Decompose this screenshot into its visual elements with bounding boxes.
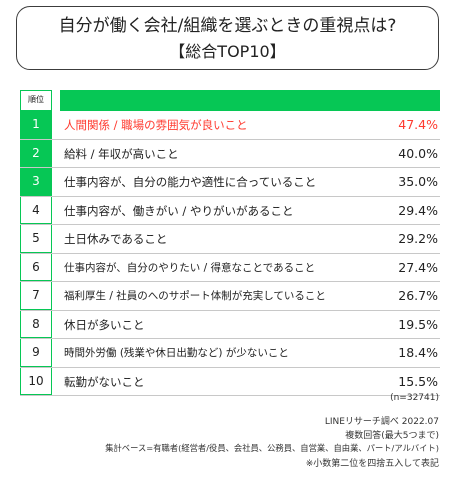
item-label: 仕事内容が、働きがい / やりがいがあること (64, 203, 294, 218)
item-value: 47.4% (398, 117, 438, 132)
header-bar (60, 90, 440, 111)
item-label: 福利厚生 / 社員のへのサポート体制が充実していること (64, 290, 326, 302)
table-row: 1 人間関係 / 職場の雰囲気が良いこと 47.4% (20, 111, 440, 140)
item-label: 時間外労働 (残業や休日出勤など) が少ないこと (64, 347, 289, 359)
item-label: 転勤がないこと (64, 374, 145, 389)
table-row: 7 福利厚生 / 社員のへのサポート体制が充実していること 26.7% (20, 282, 440, 311)
table-row: 6 仕事内容が、自分のやりたい / 得意なことであること 27.4% (20, 253, 440, 282)
table-row: 8 休日が多いこと 19.5% (20, 310, 440, 339)
table-header-row: 順位 (20, 90, 440, 111)
item-value: 40.0% (398, 145, 438, 161)
table-row: 10 転勤がないこと 15.5% (20, 367, 440, 396)
answer-type-label: 複数回答(最大5つまで) (345, 431, 439, 441)
item-value: 26.7% (398, 288, 438, 303)
rank-cell: 1 (20, 111, 52, 139)
item-value: 29.2% (398, 231, 438, 246)
source-label: LINEリサーチ調べ 2022.07 (324, 417, 439, 427)
rank-cell: 4 (20, 196, 52, 224)
item-label: 給料 / 年収が高いこと (64, 146, 179, 161)
item-value: 15.5% (398, 373, 438, 389)
chart-subtitle: 【総合TOP10】 (169, 42, 286, 61)
item-label: 土日休みであること (64, 232, 168, 246)
item-label: 休日が多いこと (64, 317, 145, 332)
base-label: 集計ベース=有職者(経営者/役員、会社員、公務員、自営業、自由業、パート/アルバ… (105, 443, 439, 453)
item-label: 人間関係 / 職場の雰囲気が良いこと (64, 118, 248, 132)
rank-cell: 10 (20, 367, 52, 395)
rank-cell: 6 (20, 253, 52, 281)
rank-cell: 7 (20, 282, 52, 310)
item-label: 仕事内容が、自分の能力や適性に合っていること (64, 175, 317, 189)
rank-column-header: 順位 (20, 90, 52, 111)
note-label: ※小数第二位を四捨五入して表記 (305, 459, 439, 469)
table-row: 3 仕事内容が、自分の能力や適性に合っていること 35.0% (20, 168, 440, 197)
item-value: 18.4% (398, 345, 438, 360)
item-value: 29.4% (398, 202, 438, 218)
rank-cell: 5 (20, 225, 52, 253)
title-box: 自分が働く会社/組織を選ぶときの重視点は? 【総合TOP10】 (16, 6, 439, 70)
item-label: 仕事内容が、自分のやりたい / 得意なことであること (64, 261, 316, 274)
table-row: 9 時間外労働 (残業や休日出勤など) が少ないこと 18.4% (20, 339, 440, 368)
item-value: 35.0% (398, 174, 438, 189)
rank-cell: 3 (20, 168, 52, 196)
item-value: 19.5% (398, 316, 438, 332)
table-row: 5 土日休みであること 29.2% (20, 225, 440, 254)
ranking-table: 順位 1 人間関係 / 職場の雰囲気が良いこと 47.4% 2 給料 / 年収が高いこと… (20, 90, 440, 396)
table-body: 1 人間関係 / 職場の雰囲気が良いこと 47.4% 2 給料 / 年収が高いこと 40.… (20, 111, 440, 396)
sample-size: (n=32741) (390, 393, 439, 403)
chart-title: 自分が働く会社/組織を選ぶときの重視点は? (58, 16, 397, 36)
rank-cell: 8 (20, 310, 52, 338)
table-row: 2 給料 / 年収が高いこと 40.0% (20, 139, 440, 168)
rank-cell: 9 (20, 339, 52, 367)
table-row: 4 仕事内容が、働きがい / やりがいがあること 29.4% (20, 196, 440, 225)
item-value: 27.4% (398, 259, 438, 275)
rank-cell: 2 (20, 139, 52, 167)
